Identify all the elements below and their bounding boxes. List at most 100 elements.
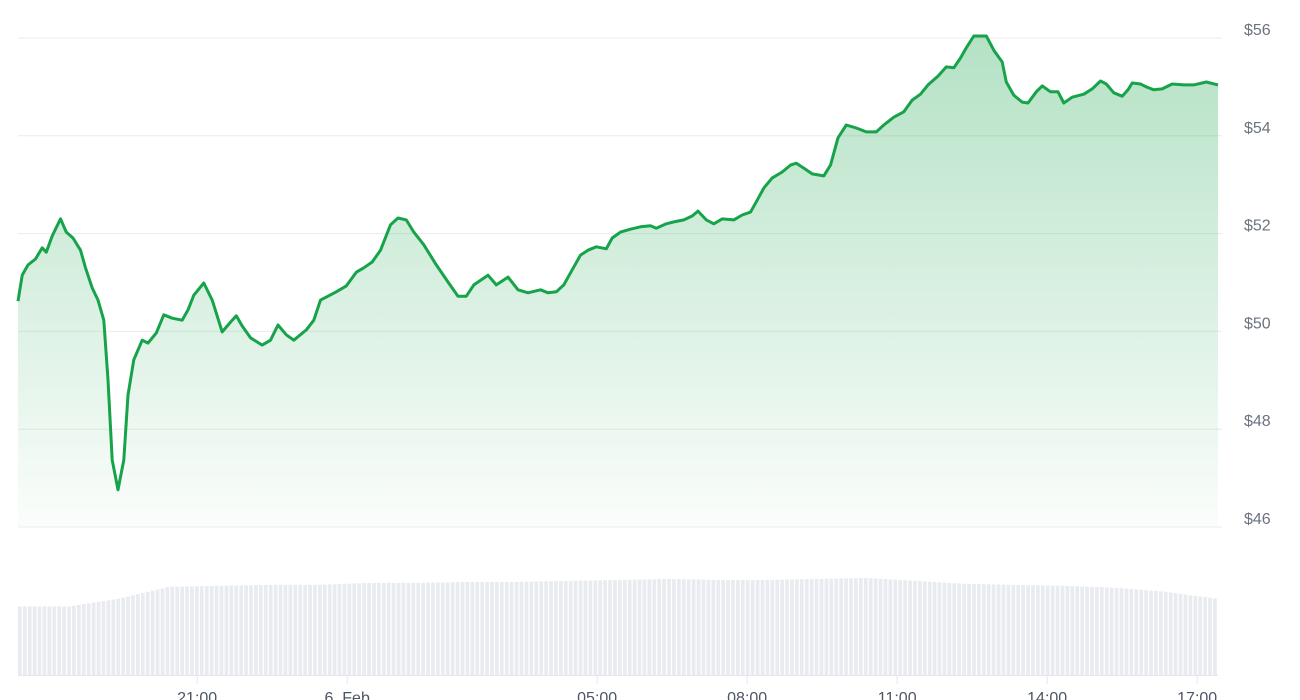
volume-bar bbox=[1040, 585, 1045, 675]
volume-bar bbox=[121, 597, 125, 675]
volume-bar bbox=[647, 579, 652, 675]
volume-bar bbox=[1154, 590, 1158, 675]
volume-bar bbox=[618, 579, 622, 675]
volume-bar bbox=[367, 582, 371, 675]
volume-bar bbox=[770, 579, 775, 675]
y-tick-label: $54 bbox=[1244, 120, 1271, 137]
volume-bar bbox=[381, 582, 386, 675]
volume-bar bbox=[327, 584, 332, 675]
volume-bar bbox=[991, 584, 996, 675]
volume-bar bbox=[952, 583, 957, 675]
volume-bar bbox=[519, 581, 524, 675]
price-area-fill bbox=[18, 36, 1218, 527]
volume-bar bbox=[126, 596, 130, 675]
volume-bar bbox=[913, 580, 917, 675]
volume-bar bbox=[1139, 589, 1144, 675]
volume-bar bbox=[106, 600, 111, 675]
volume-bar bbox=[1075, 586, 1080, 675]
volume-bar bbox=[185, 586, 189, 675]
volume-bar bbox=[416, 582, 421, 675]
volume-bar bbox=[465, 581, 470, 675]
volume-bar bbox=[436, 582, 440, 675]
volume-bar bbox=[391, 582, 396, 675]
volume-bar bbox=[175, 586, 180, 675]
y-tick-label: $46 bbox=[1244, 511, 1271, 528]
volume-bar bbox=[1144, 590, 1148, 675]
volume-bar bbox=[485, 581, 489, 675]
volume-bar bbox=[736, 579, 740, 675]
volume-bar bbox=[337, 584, 342, 675]
volume-bar bbox=[91, 602, 96, 675]
volume-bar bbox=[170, 586, 175, 675]
y-tick-label: $52 bbox=[1244, 218, 1271, 235]
volume-bar bbox=[603, 580, 607, 675]
volume-bar bbox=[927, 581, 932, 675]
volume-bar bbox=[760, 579, 765, 675]
volume-bar bbox=[313, 584, 317, 675]
volume-bar bbox=[86, 603, 91, 675]
volume-bar bbox=[918, 581, 922, 675]
volume-bar bbox=[745, 579, 750, 675]
volume-bar bbox=[234, 585, 239, 675]
volume-bar bbox=[1178, 593, 1183, 675]
volume-bar bbox=[1193, 595, 1198, 675]
volume-bar bbox=[947, 582, 952, 675]
x-tick-label: 05:00 bbox=[577, 690, 617, 700]
volume-bar bbox=[1090, 586, 1094, 675]
volume-bar bbox=[1163, 591, 1168, 675]
volume-bar bbox=[824, 578, 829, 675]
volume-bar bbox=[539, 581, 544, 675]
volume-bar bbox=[765, 579, 770, 675]
volume-bar bbox=[1168, 592, 1173, 675]
volume-bar bbox=[140, 593, 145, 675]
volume-bar bbox=[637, 579, 642, 675]
volume-bar bbox=[288, 584, 293, 675]
volume-bar bbox=[834, 578, 839, 675]
volume-bar bbox=[509, 581, 514, 675]
volume-bar bbox=[150, 590, 155, 675]
volume-bar bbox=[318, 584, 322, 675]
volume-bar bbox=[72, 605, 76, 675]
price-line bbox=[16, 34, 1219, 492]
volume-bar bbox=[578, 580, 583, 675]
volume-bar bbox=[219, 585, 224, 675]
volume-bar bbox=[514, 581, 519, 675]
x-axis: 21:00 6. Feb 05:00 08:00 11:00 14:00 17:00 bbox=[177, 676, 1217, 700]
volume-bar bbox=[96, 601, 101, 675]
volume-bar bbox=[62, 606, 66, 675]
y-axis: $46 $48 $50 $52 $54 $56 bbox=[1244, 22, 1271, 528]
volume-bar bbox=[57, 606, 62, 675]
volume-bar bbox=[426, 582, 430, 675]
volume-bar bbox=[32, 606, 37, 675]
volume-bar bbox=[706, 579, 711, 675]
volume-bar bbox=[726, 579, 730, 675]
volume-bar bbox=[342, 583, 347, 675]
volume-bar bbox=[731, 579, 735, 675]
volume-bar bbox=[544, 581, 548, 675]
volume-bar bbox=[27, 606, 32, 675]
volume-bar bbox=[1208, 597, 1212, 675]
volume-bar bbox=[775, 579, 780, 675]
volume-bar bbox=[696, 579, 701, 675]
volume-bar bbox=[18, 606, 22, 675]
volume-bar bbox=[165, 587, 170, 675]
volume-bar bbox=[986, 584, 991, 675]
x-tick-label: 08:00 bbox=[727, 690, 767, 700]
volume-bar bbox=[214, 585, 219, 675]
volume-bar bbox=[878, 578, 883, 675]
volume-bar bbox=[278, 584, 283, 675]
volume-bar bbox=[180, 586, 185, 675]
volume-bar bbox=[972, 584, 976, 675]
volume-bar bbox=[524, 581, 529, 675]
volume-bar bbox=[22, 606, 27, 675]
volume-bar bbox=[588, 580, 593, 675]
volume-bar bbox=[657, 579, 662, 675]
volume-bar bbox=[499, 581, 504, 675]
volume-bar bbox=[691, 579, 696, 675]
volume-bar bbox=[1134, 589, 1139, 675]
volume-bar bbox=[357, 583, 362, 675]
x-tick-label: 21:00 bbox=[177, 690, 217, 700]
volume-bar bbox=[1203, 597, 1207, 675]
volume-bar bbox=[273, 584, 278, 675]
volume-bar bbox=[981, 584, 986, 675]
